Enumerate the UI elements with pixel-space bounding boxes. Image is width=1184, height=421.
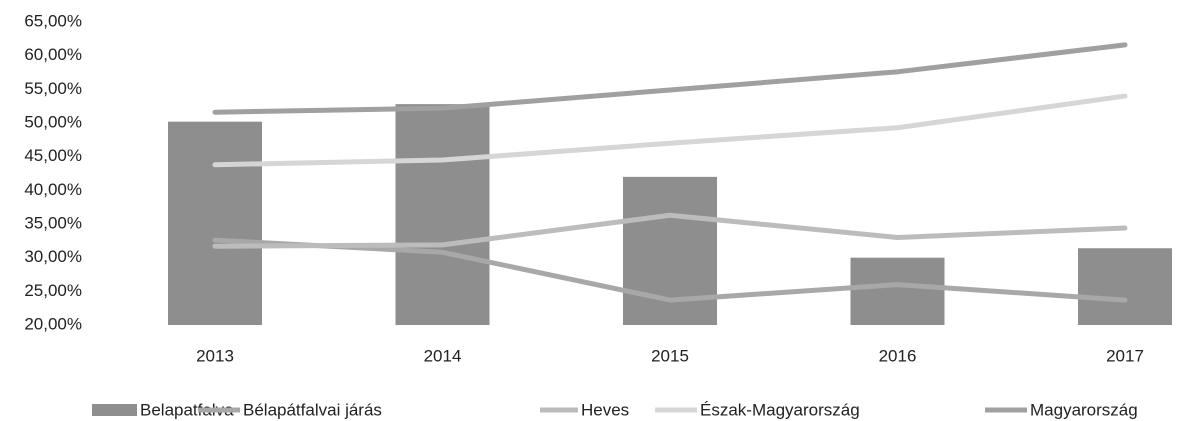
line xyxy=(212,237,1128,303)
x-tick-label: 2015 xyxy=(651,346,689,365)
legend-label: Heves xyxy=(581,400,629,419)
legend-label: Magyarország xyxy=(1030,400,1138,419)
line xyxy=(212,93,1128,168)
y-tick-label: 65,00% xyxy=(24,11,82,30)
y-tick-label: 40,00% xyxy=(24,180,82,199)
legend-swatch xyxy=(92,404,137,416)
legend-label: Belapatfalva xyxy=(140,400,234,419)
legend-label: Észak-Magyarország xyxy=(700,400,860,419)
bar xyxy=(168,121,262,325)
x-tick-label: 2017 xyxy=(1106,346,1144,365)
y-tick-label: 25,00% xyxy=(24,281,82,300)
bar xyxy=(1078,248,1172,325)
line xyxy=(212,212,1128,249)
x-tick-label: 2013 xyxy=(196,346,234,365)
bar xyxy=(850,257,945,325)
y-tick-label: 35,00% xyxy=(24,213,82,232)
y-tick-label: 20,00% xyxy=(24,314,82,333)
line xyxy=(212,42,1128,115)
bar xyxy=(395,104,490,325)
y-tick-label: 45,00% xyxy=(24,146,82,165)
x-tick-label: 2014 xyxy=(424,346,462,365)
x-tick-label: 2016 xyxy=(879,346,917,365)
y-tick-label: 50,00% xyxy=(24,112,82,131)
y-tick-label: 30,00% xyxy=(24,247,82,266)
legend-label: Bélapátfalvai járás xyxy=(243,400,382,419)
y-tick-label: 55,00% xyxy=(24,79,82,98)
y-tick-label: 60,00% xyxy=(24,45,82,64)
bar xyxy=(623,176,717,325)
